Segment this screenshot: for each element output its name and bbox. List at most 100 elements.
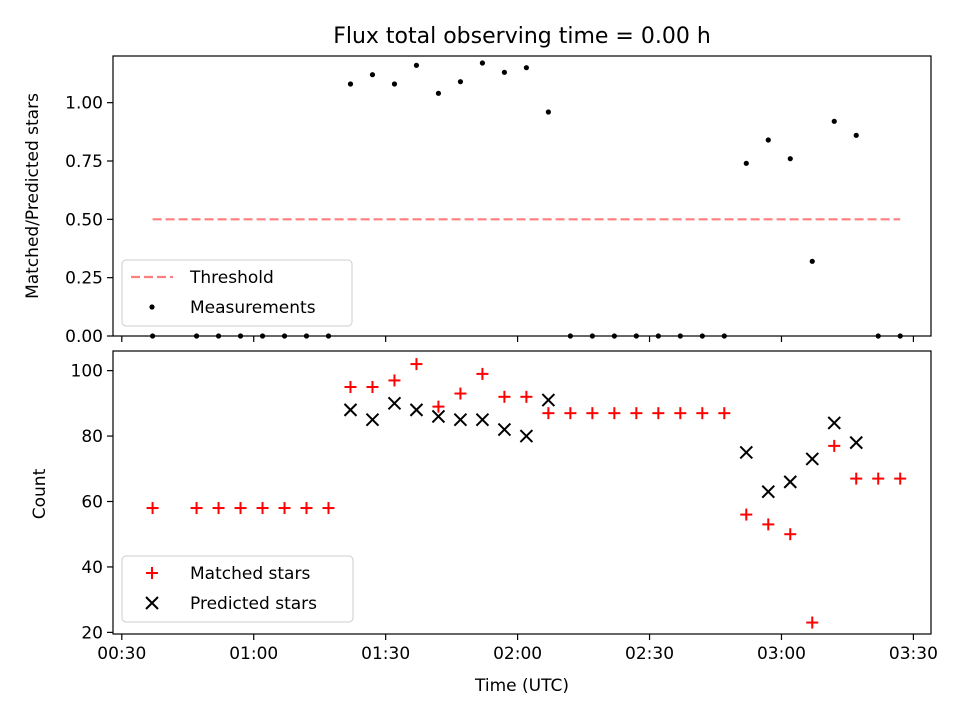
matched-stars-point <box>300 502 313 515</box>
x-tick-label: 03:30 <box>889 644 938 664</box>
matched-stars-point <box>388 374 401 387</box>
matched-stars-point <box>146 502 159 515</box>
legend-measurements-label: Measurements <box>190 298 316 318</box>
measurement-point <box>787 156 793 162</box>
top-panel-y-axis-label: Matched/Predicted stars <box>23 93 43 299</box>
y-tick-label: 20 <box>81 623 103 643</box>
matched-stars-point <box>652 407 665 420</box>
matched-stars-point <box>498 390 511 403</box>
star-count-panel: Count Time (UTC) 20 40 60 80 100 00:30 01:00 01… <box>30 350 938 696</box>
matched-stars-point <box>278 502 291 515</box>
matched-stars-point <box>894 472 907 485</box>
predicted-stars-point <box>365 412 380 427</box>
y-tick-label: 0.25 <box>65 269 103 289</box>
predicted-stars-point <box>739 445 753 460</box>
measurement-point <box>457 79 464 85</box>
matched-stars-point <box>256 502 269 515</box>
predicted-stars-point <box>497 422 512 437</box>
matched-stars-point <box>366 380 379 393</box>
y-tick-label: 100 <box>71 362 103 382</box>
y-tick-label: 40 <box>81 558 103 578</box>
predicted-stars-point <box>387 396 402 411</box>
predicted-stars-point <box>761 484 775 499</box>
bottom-panel-plot-frame <box>112 350 932 635</box>
measurement-point <box>743 160 749 166</box>
matched-predicted-ratio-panel: Flux total observing time = 0.00 h Match… <box>23 24 932 347</box>
x-tick-label: 00:30 <box>97 644 146 664</box>
matched-stars-point <box>872 472 885 485</box>
top-legend-box <box>121 259 353 327</box>
matched-stars-point <box>234 502 247 515</box>
matched-stars-point <box>542 407 555 420</box>
matched-stars-point <box>454 387 467 400</box>
chart-title: Flux total observing time = 0.00 h <box>333 24 711 49</box>
top-panel-legend: Threshold Measurements <box>121 259 353 327</box>
x-tick-label: 01:30 <box>361 644 410 664</box>
measurement-point <box>809 258 815 264</box>
y-tick-label: 80 <box>81 427 103 447</box>
predicted-stars-point <box>343 403 358 417</box>
legend-measurements-swatch <box>149 304 155 310</box>
matched-stars-point <box>718 407 731 420</box>
matched-stars-point <box>630 407 643 420</box>
matched-stars-point <box>520 390 533 403</box>
y-tick-label: 0.75 <box>65 152 103 172</box>
matched-stars-point <box>784 528 797 541</box>
legend-threshold-label: Threshold <box>189 268 274 288</box>
legend-matched-swatch <box>146 567 158 579</box>
measurement-point <box>347 81 354 87</box>
matched-stars-point <box>740 508 753 521</box>
bottom-panel-legend: Matched stars Predicted stars <box>121 555 354 623</box>
y-tick-label: 1.00 <box>65 94 103 114</box>
matched-stars-point <box>608 407 621 420</box>
y-tick-label: 0.50 <box>65 210 103 230</box>
matched-stars-point <box>432 400 445 413</box>
predicted-stars-point <box>541 393 556 407</box>
measurement-point <box>501 69 508 75</box>
matched-stars-point <box>828 439 841 452</box>
measurement-point <box>391 81 398 87</box>
matched-stars-point <box>806 616 819 629</box>
matched-stars-point <box>344 380 357 393</box>
matched-stars-point <box>564 407 577 420</box>
measurement-point <box>831 118 837 124</box>
measurement-point <box>413 62 420 68</box>
measurement-point <box>765 137 771 143</box>
predicted-stars-point <box>849 435 863 450</box>
x-tick-label: 01:00 <box>229 644 278 664</box>
predicted-stars-point <box>519 429 534 443</box>
x-tick-label: 02:00 <box>493 644 542 664</box>
matched-stars-point <box>762 518 775 531</box>
legend-predicted-swatch <box>145 596 159 610</box>
x-tick-label: 02:30 <box>625 644 674 664</box>
matched-stars-point <box>322 502 335 515</box>
predicted-stars-point <box>805 452 819 466</box>
x-tick-label: 03:00 <box>757 644 806 664</box>
y-tick-label: 0.00 <box>65 327 103 347</box>
legend-predicted-label: Predicted stars <box>190 594 317 614</box>
x-axis-label: Time (UTC) <box>474 676 569 696</box>
bottom-legend-box <box>121 555 354 623</box>
matched-stars-point <box>212 502 225 515</box>
measurement-point <box>369 72 376 78</box>
predicted-stars-point <box>827 416 841 430</box>
measurement-point <box>479 60 486 66</box>
measurement-point <box>853 132 859 138</box>
matched-stars-point <box>850 472 863 485</box>
matched-stars-point <box>696 407 709 420</box>
predicted-stars-point <box>431 409 446 424</box>
legend-matched-label: Matched stars <box>190 564 310 584</box>
top-panel-plot-frame <box>112 55 932 337</box>
predicted-stars-point <box>475 412 490 427</box>
predicted-stars-point <box>783 475 797 489</box>
matched-stars-point <box>410 358 423 371</box>
predicted-stars-point <box>453 412 468 427</box>
bottom-panel-y-axis-label: Count <box>30 468 50 519</box>
matched-stars-point <box>674 407 687 420</box>
measurement-point <box>545 109 551 115</box>
matched-stars-point <box>586 407 599 420</box>
matched-stars-point <box>476 367 489 380</box>
matched-stars-point <box>190 502 203 515</box>
predicted-stars-point <box>409 403 424 417</box>
